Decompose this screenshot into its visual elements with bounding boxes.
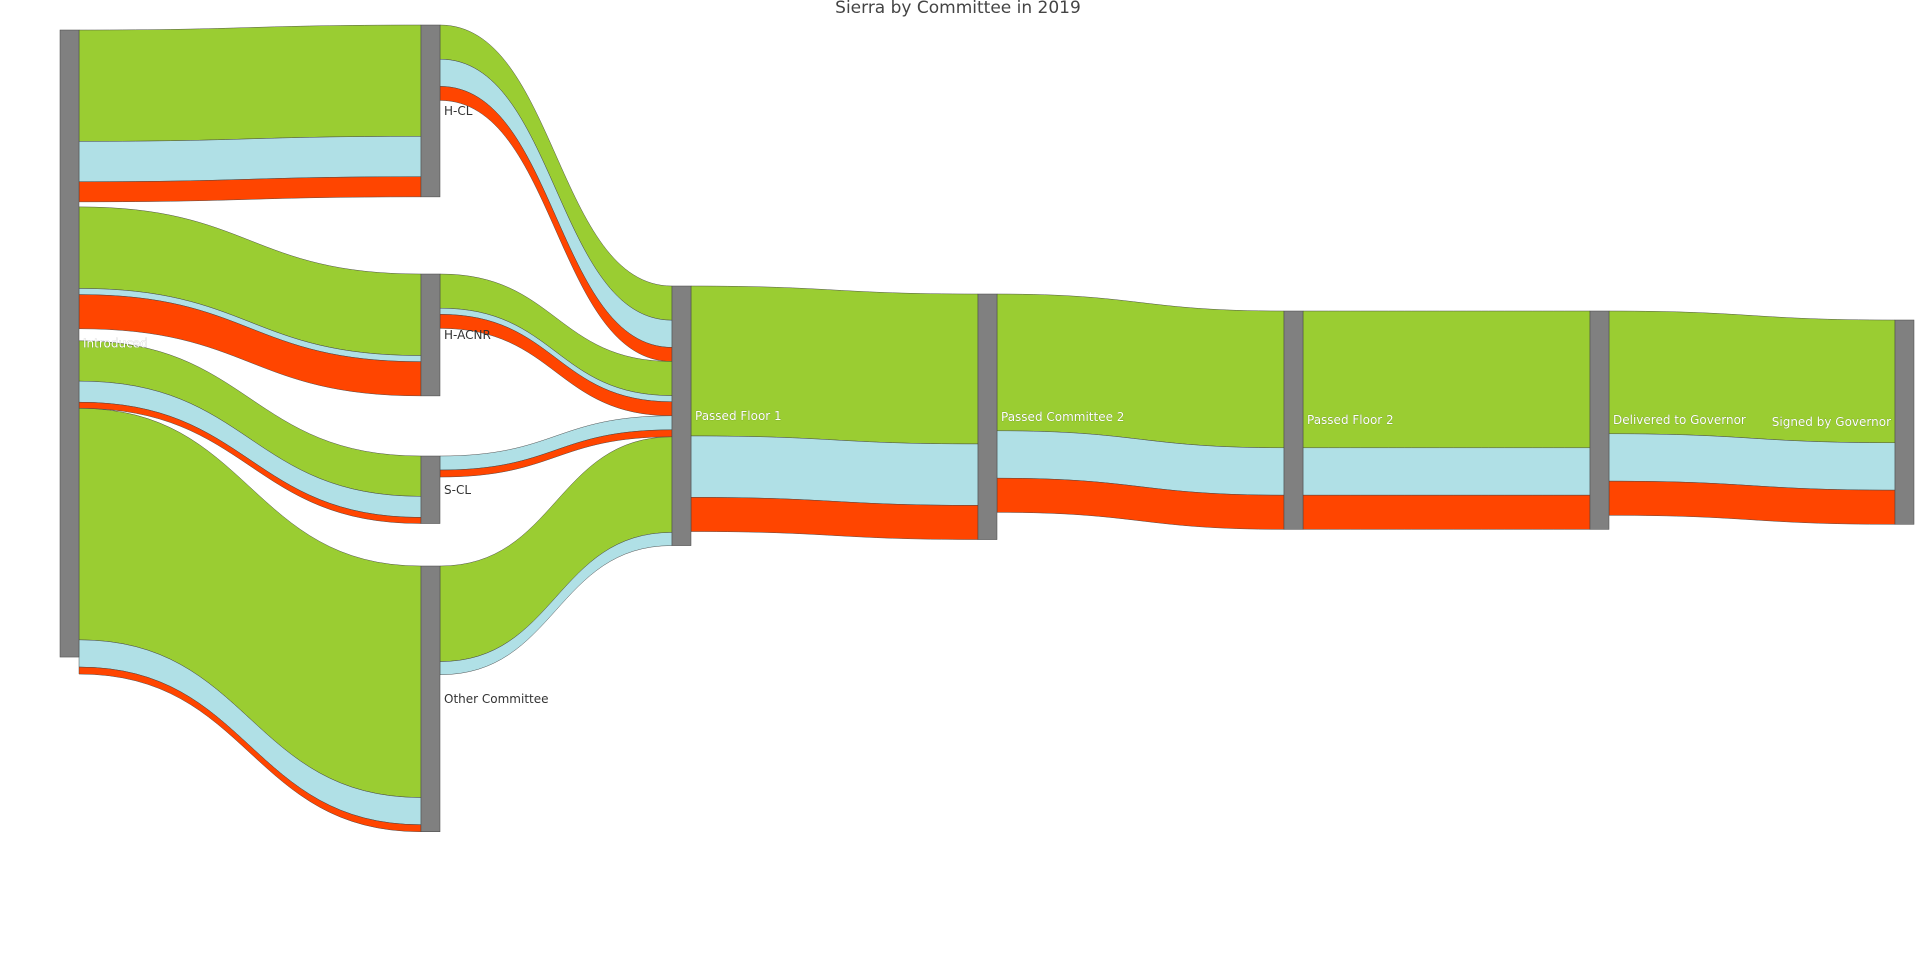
link-passed_floor_2-to-delivered_to_governor-pending[interactable]: [1302, 447, 1591, 496]
chart-title: Sierra by Committee in 2019: [835, 0, 1081, 18]
node-label-passed_floor_1: Passed Floor 1: [695, 409, 782, 423]
link-passed_floor_2-to-delivered_to_governor-passed[interactable]: [1302, 310, 1591, 449]
node-delivered_to_governor[interactable]: [1589, 310, 1610, 530]
node-s_cl[interactable]: [420, 455, 441, 524]
node-other_committee[interactable]: [420, 565, 441, 832]
node-label-s_cl: S-CL: [444, 483, 471, 497]
sankey-labels: Introduced H-CL H-ACNR S-CL Other Committee P…: [83, 104, 1892, 706]
link-passed_committee_2-to-passed_floor_2-passed[interactable]: [996, 293, 1285, 449]
link-introduced-to-h_cl-pending[interactable]: [78, 136, 422, 182]
link-passed_floor_1-to-passed_committee_2-pending[interactable]: [690, 435, 979, 506]
node-label-h_cl: H-CL: [444, 104, 473, 118]
sankey-nodes: [59, 24, 1915, 832]
node-label-other_committee: Other Committee: [444, 692, 549, 706]
node-h_cl[interactable]: [420, 24, 441, 198]
node-label-passed_floor_2: Passed Floor 2: [1307, 413, 1394, 427]
node-passed_committee_2[interactable]: [977, 293, 998, 540]
node-passed_floor_1[interactable]: [671, 285, 692, 546]
link-introduced-to-h_cl-passed[interactable]: [78, 24, 422, 142]
node-label-introduced: Introduced: [83, 337, 148, 351]
node-passed_floor_2[interactable]: [1283, 310, 1304, 530]
sankey-links: [78, 24, 1896, 832]
node-label-delivered_to_governor: Delivered to Governor: [1613, 413, 1746, 427]
node-signed_by_governor[interactable]: [1894, 319, 1915, 525]
link-passed_floor_2-to-delivered_to_governor-failed[interactable]: [1302, 494, 1591, 530]
node-label-h_acnr: H-ACNR: [444, 328, 491, 342]
node-label-passed_committee_2: Passed Committee 2: [1001, 410, 1124, 424]
node-h_acnr[interactable]: [420, 273, 441, 397]
node-introduced[interactable]: [59, 29, 80, 658]
node-label-signed_by_governor: Signed by Governor: [1772, 415, 1891, 429]
